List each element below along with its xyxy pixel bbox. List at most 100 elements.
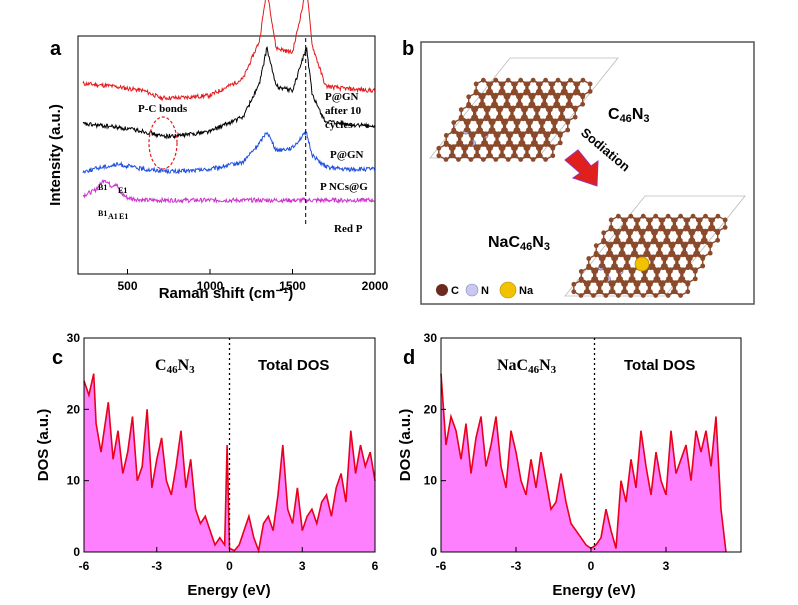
carbon-atom: [623, 263, 629, 269]
carbon-atom: [560, 81, 566, 87]
carbon-atom: [623, 280, 629, 286]
carbon-atom: [668, 250, 674, 256]
carbon-atom: [621, 217, 627, 223]
dos-d-x-axis-title: Energy (eV): [552, 582, 635, 599]
carbon-atom: [601, 254, 606, 260]
carbon-atom: [473, 105, 479, 111]
carbon-atom: [456, 140, 462, 146]
carbon-atom: [707, 250, 713, 256]
carbon-atom: [518, 77, 524, 83]
carbon-atom: [658, 241, 664, 247]
carbon-atom: [506, 140, 511, 146]
carbon-atom: [645, 241, 651, 247]
carbon-atom: [503, 101, 509, 107]
carbon-atom: [505, 77, 511, 83]
carbon-atom: [548, 89, 554, 94]
carbon-atom: [536, 81, 541, 87]
carbon-atom: [573, 89, 579, 94]
carbon-atom: [671, 289, 676, 295]
carbon-atom: [626, 237, 631, 243]
carbon-atom: [548, 81, 554, 87]
carbon-atom: [510, 105, 516, 111]
carbon-atom: [596, 289, 602, 295]
carbon-atom: [663, 237, 669, 243]
dos-y-tick-label: 20: [67, 402, 81, 416]
carbon-atom: [695, 241, 701, 247]
carbon-atom: [485, 105, 491, 111]
label-pncs: P NCs@G: [320, 181, 368, 193]
dos-x-tick-label: -6: [436, 559, 447, 573]
carbon-atom: [633, 225, 639, 230]
carbon-atom: [586, 263, 592, 269]
legend-c-label: C: [451, 285, 459, 297]
carbon-atom: [500, 144, 506, 150]
dos-c-plot: [83, 373, 376, 554]
dos-x-tick-label: 0: [588, 559, 595, 573]
carbon-atom: [565, 127, 571, 133]
carbon-atom: [443, 140, 449, 146]
top-cell-outline: [429, 57, 619, 159]
carbon-atom: [616, 276, 622, 282]
carbon-atom: [515, 118, 521, 124]
dos-y-tick-label: 0: [430, 545, 437, 559]
carbon-atom: [700, 237, 706, 243]
carbon-atom: [685, 280, 691, 286]
raman-trace-0: [82, 0, 376, 102]
label-redp: Red P: [334, 223, 363, 235]
carbon-atom: [466, 101, 472, 107]
carbon-atom: [490, 118, 496, 124]
carbon-atom: [601, 237, 607, 243]
dos-c-formula: C46N3: [155, 357, 195, 376]
carbon-atom: [481, 140, 487, 146]
dos-d-y-axis-title: DOS (a.u.): [397, 409, 414, 482]
carbon-atom: [555, 77, 561, 83]
carbon-atom: [675, 254, 681, 260]
raman-x-tick-label: 1500: [279, 279, 306, 293]
carbon-atom: [508, 114, 514, 120]
carbon-atom: [656, 250, 661, 256]
carbon-atom: [580, 77, 586, 83]
carbon-atom: [603, 293, 609, 298]
carbon-atom: [493, 140, 499, 146]
carbon-atom: [641, 276, 646, 282]
sodium-atom: [634, 256, 650, 272]
carbon-atom: [605, 267, 611, 273]
carbon-atom: [601, 230, 607, 236]
carbon-atom: [683, 217, 689, 223]
carbon-atom: [493, 92, 499, 98]
carbon-atom: [615, 228, 621, 234]
carbon-atom: [528, 118, 534, 124]
carbon-atom: [591, 276, 597, 282]
carbon-atom: [610, 280, 616, 286]
carbon-atom: [473, 153, 479, 159]
dos-x-tick-label: -3: [511, 559, 522, 573]
label-pgn: P@GN: [330, 149, 364, 161]
carbon-atom: [633, 241, 639, 247]
carbon-atom: [451, 120, 457, 125]
carbon-atom: [671, 225, 676, 230]
carbon-atom: [476, 127, 482, 133]
carbon-atom: [608, 289, 614, 295]
dos-panel-c: -6 -3 0 3 6 0 10 20 30 C46N3 Total DOS Energy (e…: [35, 331, 379, 599]
carbon-atom: [436, 145, 442, 151]
label-pgn-after-2: after 10: [325, 105, 362, 117]
label-e1-bot: E1: [119, 212, 128, 221]
carbon-atom: [621, 289, 627, 295]
carbon-atom: [538, 127, 544, 133]
carbon-atom: [511, 89, 516, 94]
carbon-atom: [715, 237, 721, 243]
carbon-atom: [578, 276, 584, 282]
carbon-atom: [526, 127, 531, 133]
carbon-atom: [511, 81, 516, 87]
carbon-atom: [715, 228, 721, 234]
carbon-atom: [700, 263, 706, 269]
carbon-atom: [480, 157, 486, 162]
label-a1-bot: A1: [108, 212, 118, 221]
carbon-atom: [473, 81, 479, 87]
carbon-atom: [523, 105, 529, 111]
carbon-atom: [693, 250, 699, 256]
raman-trace-1: [82, 46, 376, 140]
carbon-atom: [540, 118, 546, 124]
carbon-atom: [578, 293, 584, 298]
